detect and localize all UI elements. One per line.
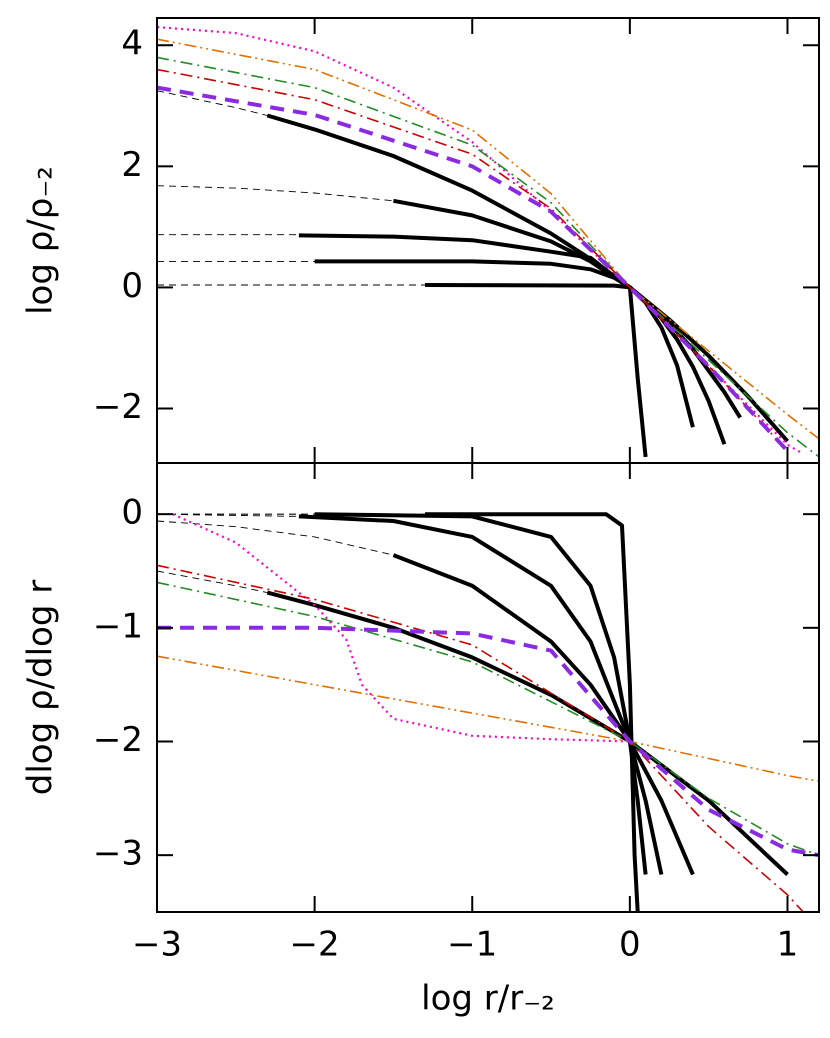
curve <box>157 564 804 912</box>
x-axis-label: log r/r₋₂ <box>421 979 555 1019</box>
plot-area <box>157 512 819 912</box>
curve <box>266 590 789 876</box>
curve <box>157 85 789 453</box>
x-tick-label: −2 <box>290 925 340 965</box>
curve <box>157 38 819 440</box>
curve <box>157 520 394 556</box>
curve <box>393 198 742 419</box>
y-tick-label: 2 <box>121 145 143 185</box>
curve <box>392 553 695 876</box>
y-tick-label: −2 <box>93 387 143 427</box>
plot-area <box>157 26 819 458</box>
y-tick-label: −1 <box>93 606 143 646</box>
axes-frame <box>156 462 820 913</box>
curve <box>157 655 819 783</box>
curve <box>157 56 819 458</box>
y-tick-label: −2 <box>93 720 143 760</box>
curve <box>298 233 727 445</box>
curve <box>298 514 664 875</box>
curve <box>157 581 819 856</box>
y-tick-label: 4 <box>121 24 143 64</box>
x-tick-label: 1 <box>777 925 799 965</box>
y-tick-label: −3 <box>93 834 143 874</box>
curve <box>157 570 268 594</box>
curve <box>425 512 640 912</box>
curve <box>157 90 268 116</box>
y-tick-label: 0 <box>121 266 143 306</box>
curve <box>172 513 630 743</box>
curve <box>157 185 394 202</box>
curve <box>157 625 819 858</box>
y-tick-label: 0 <box>121 493 143 533</box>
x-tick-label: 0 <box>619 925 641 965</box>
y-axis-label: dlog ρ/dlog r <box>21 580 61 795</box>
curve <box>424 283 648 458</box>
curve <box>314 512 648 875</box>
curve <box>266 113 790 443</box>
y-axis-label: log ρ/ρ₋₂ <box>21 166 61 315</box>
x-tick-label: −3 <box>132 925 182 965</box>
x-tick-label: −1 <box>447 925 497 965</box>
